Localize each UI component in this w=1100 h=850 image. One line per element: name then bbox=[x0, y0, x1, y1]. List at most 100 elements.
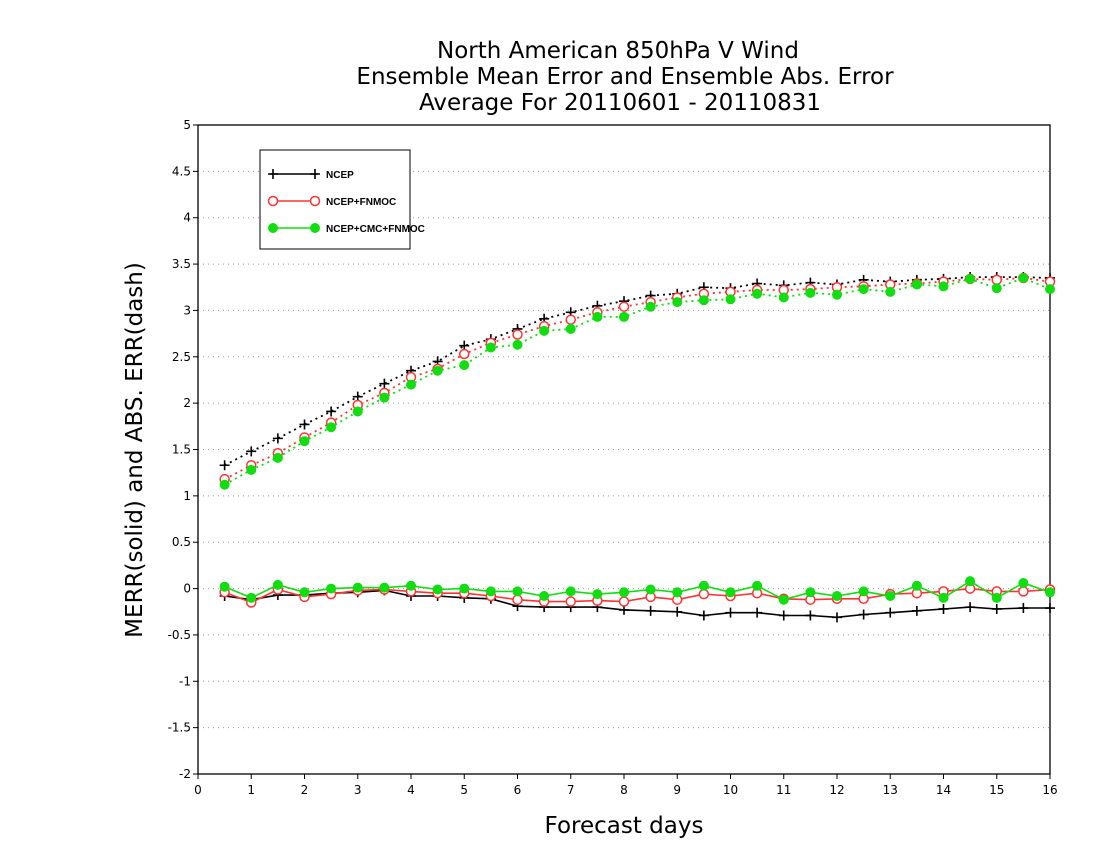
series-ncep-cmc-fnmoc bbox=[219, 272, 1055, 605]
abs-err-point bbox=[965, 273, 976, 284]
mean-err-point bbox=[911, 580, 922, 591]
mean-err-point bbox=[885, 607, 896, 618]
x-tick-label: 15 bbox=[989, 783, 1004, 797]
abs-err-point bbox=[885, 286, 896, 297]
abs-err-point bbox=[272, 433, 283, 444]
y-tick-label: 4 bbox=[183, 211, 191, 225]
legend: NCEP NCEP+FNMOC NCEP+CMC+FNMOC bbox=[259, 149, 425, 250]
y-tick-label: 3 bbox=[183, 303, 191, 317]
x-tick-label: 14 bbox=[936, 783, 951, 797]
abs-err-point bbox=[991, 283, 1002, 294]
mean-err-point bbox=[618, 596, 630, 607]
legend-label: NCEP bbox=[326, 170, 354, 181]
abs-err-point bbox=[618, 301, 630, 312]
mean-err-point bbox=[299, 587, 310, 598]
x-tick-label: 12 bbox=[829, 783, 844, 797]
abs-err-point bbox=[432, 365, 443, 376]
mean-err-point bbox=[725, 587, 736, 598]
y-tick-label: 1.5 bbox=[172, 443, 191, 457]
mean-err-point bbox=[885, 590, 896, 601]
y-tick-label: 0.5 bbox=[172, 535, 191, 549]
y-tick-label: -2 bbox=[179, 767, 191, 781]
mean-err-point bbox=[406, 580, 416, 591]
mean-err-point bbox=[1018, 586, 1029, 597]
x-tick-label: 10 bbox=[723, 783, 738, 797]
abs-err-point bbox=[698, 295, 709, 306]
abs-err-point bbox=[805, 287, 816, 298]
abs-err-point bbox=[246, 446, 257, 457]
legend-box bbox=[259, 149, 411, 250]
abs-err-point bbox=[991, 274, 1002, 286]
mean-err-point bbox=[805, 587, 816, 598]
mean-err-point bbox=[911, 605, 922, 616]
mean-err-point bbox=[1018, 578, 1029, 589]
mean-err-point bbox=[991, 592, 1002, 603]
x-tick-label: 3 bbox=[354, 783, 362, 797]
mean-err-point bbox=[645, 605, 656, 616]
mean-err-line-ncep bbox=[224, 589, 1050, 619]
abs-err-point bbox=[592, 311, 603, 322]
abs-err-point bbox=[1018, 272, 1029, 283]
y-tick-label: 5 bbox=[183, 118, 191, 132]
mean-err-point bbox=[326, 583, 337, 594]
abs-err-point bbox=[326, 422, 337, 433]
abs-err-point bbox=[485, 342, 496, 353]
mean-err-point bbox=[965, 602, 976, 613]
mean-err-point bbox=[219, 581, 230, 592]
y-tick-label: 2 bbox=[183, 396, 191, 410]
abs-err-point bbox=[565, 314, 576, 325]
y-tick-label: -0.5 bbox=[168, 628, 191, 642]
mean-err-point bbox=[645, 584, 656, 595]
series bbox=[219, 272, 1056, 623]
mean-err-point bbox=[619, 587, 629, 598]
abs-err-point bbox=[911, 279, 922, 290]
abs-err-point bbox=[938, 281, 949, 292]
x-tick-label: 16 bbox=[1042, 783, 1057, 797]
mean-err-point bbox=[1045, 603, 1055, 614]
mean-err-point bbox=[778, 610, 789, 621]
x-tick-label: 11 bbox=[776, 783, 791, 797]
abs-err-point bbox=[352, 406, 363, 417]
abs-err-point bbox=[379, 378, 390, 389]
mean-err-point bbox=[565, 586, 576, 597]
mean-err-point bbox=[512, 594, 523, 605]
mean-err-point bbox=[272, 579, 283, 590]
mean-err-point bbox=[565, 596, 576, 607]
abs-err-line-ncep-cmc-fnmoc bbox=[224, 277, 1051, 486]
x-tick-label: 0 bbox=[194, 783, 202, 797]
y-tick-label: -1 bbox=[179, 674, 191, 688]
mean-err-point bbox=[459, 583, 470, 594]
x-tick-label: 13 bbox=[883, 783, 898, 797]
abs-err-point bbox=[512, 329, 523, 340]
mean-err-point bbox=[379, 582, 390, 593]
mean-err-point bbox=[1045, 587, 1055, 598]
abs-err-point bbox=[619, 311, 629, 322]
legend-marker bbox=[310, 223, 320, 233]
abs-err-point bbox=[539, 325, 550, 336]
y-axis-title: MERR(solid) and ABS. ERR(dash) bbox=[122, 262, 148, 638]
abs-err-point bbox=[672, 297, 683, 308]
chart-title: North American 850hPa V Wind Ensemble Me… bbox=[356, 38, 894, 116]
abs-err-point bbox=[272, 452, 283, 463]
abs-err-point bbox=[645, 301, 656, 312]
abs-err-point bbox=[512, 339, 523, 350]
y-tick-label: 3.5 bbox=[172, 257, 191, 271]
legend-label: NCEP+CMC+FNMOC bbox=[326, 224, 425, 235]
mean-err-point bbox=[778, 594, 789, 605]
x-tick-label: 8 bbox=[620, 783, 628, 797]
mean-err-point bbox=[246, 592, 257, 603]
title-line-3: Average For 20110601 - 20110831 bbox=[419, 90, 821, 116]
legend-label: NCEP+FNMOC bbox=[326, 197, 396, 208]
abs-err-point bbox=[299, 436, 310, 447]
x-axis-title: Forecast days bbox=[545, 813, 704, 839]
y-tick-label: 4.5 bbox=[172, 164, 191, 178]
mean-err-point bbox=[805, 610, 816, 621]
mean-err-point bbox=[539, 590, 550, 601]
title-line-1: North American 850hPa V Wind bbox=[437, 38, 799, 64]
x-tick-label: 4 bbox=[407, 783, 415, 797]
abs-err-line-ncep bbox=[224, 276, 1051, 467]
title-line-2: Ensemble Mean Error and Ensemble Abs. Er… bbox=[356, 64, 894, 90]
mean-err-point bbox=[752, 607, 763, 618]
abs-err-point bbox=[1045, 284, 1055, 295]
